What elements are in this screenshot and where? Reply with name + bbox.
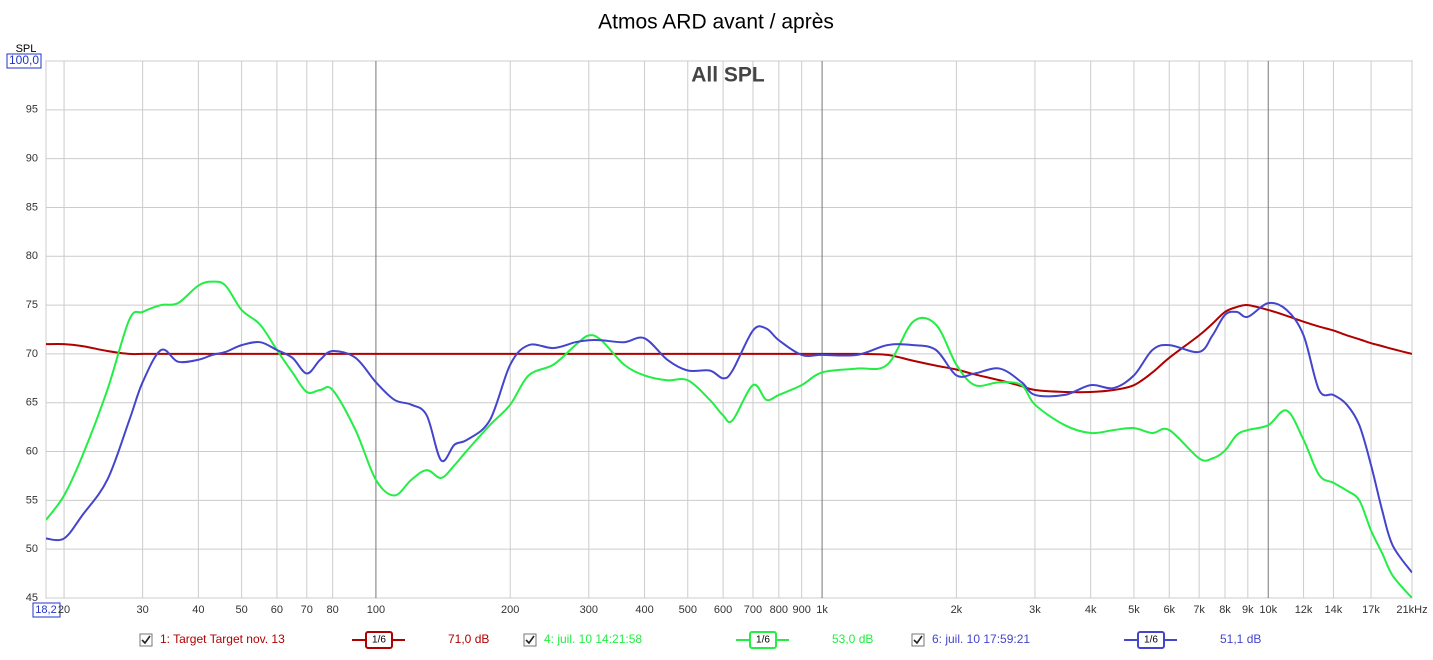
- x-tick-label: 20: [58, 604, 70, 616]
- x-tick-label: 8k: [1219, 604, 1231, 616]
- legend-label: 4: juil. 10 14:21:58: [544, 632, 642, 646]
- plot-area: [45, 60, 1413, 599]
- x-tick-label: 900: [792, 604, 810, 616]
- legend: 1: Target Target nov. 13 1/6 71,0 dB 4: jui…: [139, 631, 1261, 649]
- smoothing-box: [749, 631, 777, 649]
- y-limit-box: [6, 53, 42, 69]
- x-tick-label: 4k: [1085, 604, 1097, 616]
- y-tick-label: 95: [26, 104, 38, 116]
- x-tick-label: 80: [327, 604, 339, 616]
- x-tick-label: 10k: [1259, 604, 1277, 616]
- annotation: All SPL: [691, 64, 765, 87]
- x-tick-label: 60: [271, 604, 283, 616]
- chart-title: Atmos ARD avant / après: [598, 11, 834, 34]
- x-tick-label: 18,2: [35, 604, 56, 616]
- legend-check: [141, 635, 151, 645]
- y-tick-label: 45: [26, 592, 38, 604]
- legend-checkbox: [139, 633, 153, 647]
- x-tick-label: 700: [744, 604, 762, 616]
- y-tick-label: 90: [26, 153, 38, 165]
- legend-check: [913, 635, 923, 645]
- x-tick-label: 300: [580, 604, 598, 616]
- x-tick-label: 5k: [1128, 604, 1140, 616]
- smoothing-label: 1/6: [372, 635, 386, 646]
- y-tick-label: 85: [26, 201, 38, 213]
- x-tick-label: 400: [635, 604, 653, 616]
- grid: [45, 60, 1413, 599]
- series-line: [46, 301, 1412, 574]
- x-tick-label: 50: [235, 604, 247, 616]
- y-tick-label: 65: [26, 397, 38, 409]
- y-tick-label: 80: [26, 250, 38, 262]
- smoothing-box: [365, 631, 393, 649]
- series-line: [46, 280, 1412, 598]
- legend-label: 1: Target Target nov. 13: [160, 632, 285, 646]
- cursor-value: 53,0 dB: [832, 632, 873, 646]
- x-tick-label: 40: [192, 604, 204, 616]
- series-lines: [46, 280, 1412, 598]
- x-tick-label: 500: [679, 604, 697, 616]
- smoothing-box: [1137, 631, 1165, 649]
- x-tick-label: 3k: [1029, 604, 1041, 616]
- x-tick-label: 17k: [1362, 604, 1380, 616]
- x-tick-label: 200: [501, 604, 519, 616]
- legend-checkbox: [523, 633, 537, 647]
- x-tick-label: 14k: [1325, 604, 1343, 616]
- x-tick-label: 2k: [951, 604, 963, 616]
- legend-check: [525, 635, 535, 645]
- y-tick-label: 50: [26, 543, 38, 555]
- x-tick-label: 30: [137, 604, 149, 616]
- x-tick-label: 800: [770, 604, 788, 616]
- x-tick-label: 6k: [1163, 604, 1175, 616]
- y-tick-label: 70: [26, 348, 38, 360]
- x-tick-label: 1k: [816, 604, 828, 616]
- x-tick-label: 7k: [1193, 604, 1205, 616]
- x-tick-label: 9k: [1242, 604, 1254, 616]
- legend-checkbox: [911, 633, 925, 647]
- smoothing-label: 1/6: [756, 635, 770, 646]
- x-tick-label: 21kHz: [1396, 604, 1427, 616]
- y-tick-label: 100,0: [9, 53, 39, 67]
- y-axis-label: SPL: [16, 43, 37, 55]
- legend-label: 6: juil. 10 17:59:21: [932, 632, 1030, 646]
- x-limit-box: [32, 602, 61, 618]
- smoothing-label: 1/6: [1144, 635, 1158, 646]
- y-tick-label: 55: [26, 494, 38, 506]
- x-tick-label: 70: [301, 604, 313, 616]
- x-tick-label: 600: [714, 604, 732, 616]
- y-tick-label: 75: [26, 299, 38, 311]
- x-tick-label: 12k: [1295, 604, 1313, 616]
- series-line: [46, 303, 1412, 394]
- x-tick-label: 100: [367, 604, 385, 616]
- cursor-value: 51,1 dB: [1220, 632, 1261, 646]
- cursor-value: 71,0 dB: [448, 632, 489, 646]
- y-tick-label: 60: [26, 445, 38, 457]
